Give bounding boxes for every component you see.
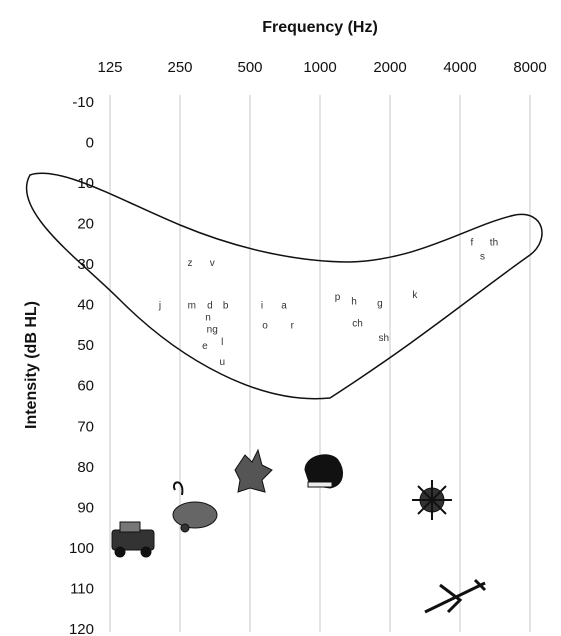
speech-sound: sh <box>378 333 389 344</box>
speech-sound: d <box>207 300 213 311</box>
truck-icon <box>111 521 155 558</box>
speech-sound: k <box>412 290 418 301</box>
speech-sound: p <box>335 292 341 303</box>
y-tick-label: 100 <box>69 540 94 557</box>
speech-sound: m <box>188 300 196 311</box>
x-tick-label: 8000 <box>513 59 546 76</box>
y-tick-label: 110 <box>70 580 94 597</box>
y-tick-label: 120 <box>69 621 94 636</box>
x-tick-label: 125 <box>97 59 122 76</box>
saw-icon <box>412 480 452 520</box>
x-tick-label: 500 <box>237 59 262 76</box>
x-tick-label: 4000 <box>443 59 476 76</box>
y-tick-label: 80 <box>77 459 94 476</box>
speech-sound: th <box>490 237 498 248</box>
speech-sound: j <box>158 300 161 311</box>
speech-sound: z <box>187 258 192 269</box>
speech-sound: v <box>210 258 215 269</box>
speech-sound: h <box>351 296 357 307</box>
speech-sound: s <box>480 252 485 263</box>
speech-sound: l <box>221 337 223 348</box>
speech-sound: e <box>202 341 208 352</box>
mower-icon <box>172 481 218 533</box>
x-tick-label: 2000 <box>373 59 406 76</box>
y-tick-label: 0 <box>86 135 94 152</box>
speech-sound: r <box>291 321 295 332</box>
speech-sound: f <box>471 237 474 248</box>
rooster-icon <box>234 448 273 493</box>
chart-title: Frequency (Hz) <box>262 19 378 36</box>
plane-icon <box>424 578 487 614</box>
speech-sound: g <box>377 298 383 309</box>
y-tick-label: 90 <box>77 499 94 516</box>
speech-sound: a <box>281 300 287 311</box>
sound-icons <box>111 448 487 614</box>
y-tick-label: 70 <box>77 418 94 435</box>
piano-icon <box>304 454 343 489</box>
y-tick-label: -10 <box>72 94 94 111</box>
speech-sound: ch <box>352 319 363 330</box>
y-tick-label: 20 <box>77 216 94 233</box>
speech-sound: ng <box>207 325 218 336</box>
speech-sound: b <box>223 300 229 311</box>
speech-sound: o <box>262 321 268 332</box>
speech-sound: n <box>205 312 211 323</box>
y-axis-label: Intensity (dB HL) <box>23 301 40 429</box>
plot-area: 125 250 500 1000 2000 4000 8000-10010203040506… <box>69 59 547 636</box>
y-tick-label: 60 <box>77 378 94 395</box>
speech-sound: u <box>220 357 226 368</box>
y-tick-label: 50 <box>77 337 94 354</box>
speech-banana <box>25 172 543 400</box>
y-tick-label: 30 <box>77 256 94 273</box>
x-tick-label: 250 <box>167 59 192 76</box>
x-tick-label: 1000 <box>303 59 336 76</box>
speech-sound: i <box>261 300 263 311</box>
y-tick-label: 40 <box>77 297 94 314</box>
